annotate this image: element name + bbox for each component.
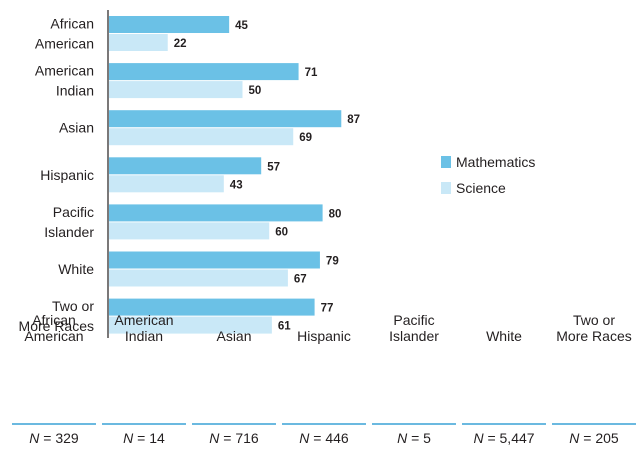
category-label-line: Islander (44, 224, 94, 240)
category-label: Pacific Islander (44, 204, 94, 240)
bar-value-label: 87 (347, 114, 360, 126)
bar-science (109, 175, 224, 193)
category-label: Two or More Races (19, 298, 95, 334)
bar-mathematics (109, 204, 323, 222)
bar-mathematics (109, 63, 299, 81)
category-label: Hispanic (40, 167, 94, 183)
category-label-line: American (35, 36, 94, 52)
n-column-header-line: White (486, 328, 522, 344)
bar-mathematics (109, 157, 262, 175)
bar-value-label: 22 (174, 38, 187, 50)
bar-value-label: 57 (267, 161, 280, 173)
n-column-header: Pacific Islander (372, 312, 456, 344)
n-column-header: Two or More Races (552, 312, 636, 344)
n-count: N = 329 (29, 430, 79, 446)
bar-value-label: 45 (235, 20, 248, 32)
bar-science (109, 222, 270, 240)
category-label-line: White (58, 261, 94, 277)
category-label-line: Indian (56, 83, 94, 99)
n-column-header-line: American (24, 328, 84, 344)
legend-swatch-mathematics (441, 156, 451, 168)
n-column-header: African American (12, 312, 96, 344)
category-label-line: Hispanic (40, 167, 94, 183)
category-label-line: Two or (52, 298, 94, 314)
bar-value-label: 80 (329, 208, 342, 220)
bar-value-label: 71 (305, 67, 318, 79)
n-column-header: American Indian (102, 312, 186, 344)
n-count: N = 205 (569, 430, 619, 446)
legend-label-mathematics: Mathematics (456, 154, 535, 170)
bar-value-label: 77 (321, 303, 334, 315)
n-column-header-line: Hispanic (297, 328, 351, 344)
n-column-header-line: Two or (572, 312, 615, 328)
n-column-header: Asian (192, 328, 276, 344)
n-count: N = 14 (123, 430, 165, 446)
bar-value-label: 69 (299, 132, 312, 144)
bar-science (109, 269, 288, 287)
bar-value-label: 50 (249, 85, 262, 97)
category-label-line: Asian (59, 120, 94, 136)
bar-mathematics (109, 16, 230, 33)
category-label-line: Pacific (53, 204, 94, 220)
bar-mathematics (109, 110, 342, 128)
bar-science (109, 81, 243, 99)
bar-science (109, 316, 272, 334)
bar-value-label: 61 (278, 321, 291, 333)
legend-swatch-science (441, 182, 451, 194)
bar-science (109, 34, 168, 51)
category-label-line: More Races (19, 318, 94, 334)
bar-value-label: 60 (275, 226, 288, 238)
n-column-header-line: African (32, 312, 76, 328)
category-label: African American (35, 16, 94, 52)
category-label: White (58, 261, 94, 277)
n-column-rule (372, 423, 456, 425)
n-column-rule (282, 423, 366, 425)
bar-value-label: 67 (294, 274, 307, 286)
n-column-rule (192, 423, 276, 425)
n-count: N = 446 (299, 430, 349, 446)
category-label-line: American (35, 63, 94, 79)
bar-value-label: 43 (230, 179, 243, 191)
n-column-header: Hispanic (282, 328, 366, 344)
legend-label-science: Science (456, 180, 506, 196)
bar-chart: African American 45 22 American Indian 71 50 Asi… (19, 10, 535, 338)
n-column-header-line: Asian (216, 328, 252, 344)
n-count: N = 716 (209, 430, 259, 446)
bar-mathematics (109, 298, 315, 316)
n-column-header-line: American (114, 312, 174, 328)
category-label: Asian (59, 120, 94, 136)
n-column-rule (102, 423, 186, 425)
n-column-rule (12, 423, 96, 425)
category-label-line: African (50, 16, 94, 32)
n-column-rule (552, 423, 636, 425)
n-column-header-line: Islander (389, 328, 439, 344)
bar-mathematics (109, 251, 320, 269)
n-column-header-line: Pacific (393, 312, 435, 328)
n-column-rule (462, 423, 546, 425)
bar-science (109, 128, 294, 146)
n-column-header-line: More Races (556, 328, 632, 344)
n-column-header-line: Indian (124, 328, 164, 344)
n-column-header: White (462, 328, 546, 344)
n-count: N = 5,447 (473, 430, 535, 446)
category-label: American Indian (35, 63, 94, 99)
n-count: N = 5 (397, 430, 431, 446)
bar-value-label: 79 (326, 256, 339, 268)
